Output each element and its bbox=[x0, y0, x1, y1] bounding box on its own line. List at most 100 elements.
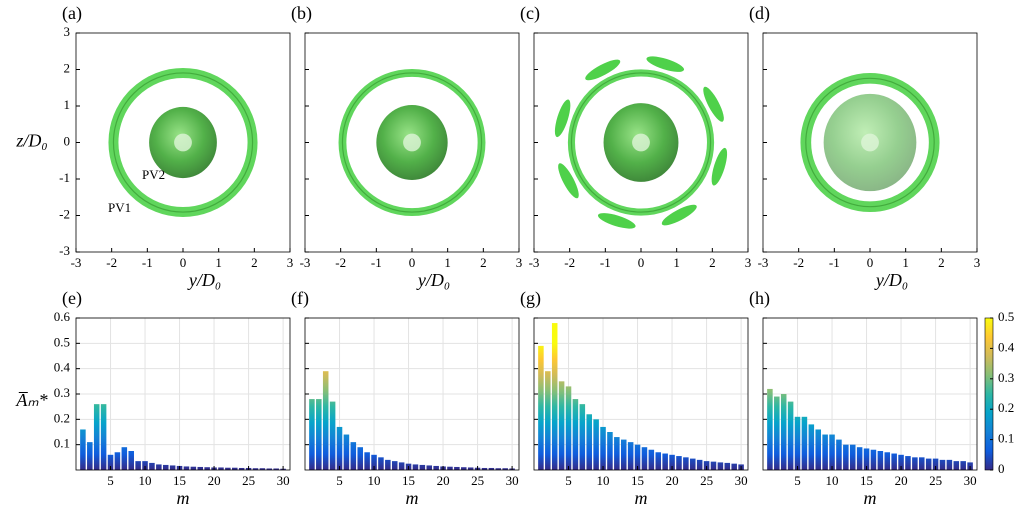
vortex-core bbox=[861, 133, 879, 152]
bar bbox=[683, 457, 689, 470]
bar bbox=[898, 454, 904, 470]
y-tick-label: 0.3 bbox=[54, 385, 70, 400]
bar bbox=[309, 399, 315, 470]
bar bbox=[620, 439, 627, 470]
bar bbox=[447, 466, 453, 470]
y-tick-label: 0.1 bbox=[54, 436, 70, 451]
bar bbox=[273, 468, 279, 470]
bar bbox=[190, 466, 197, 470]
x-tick-label: 30 bbox=[506, 473, 519, 488]
bar bbox=[316, 399, 322, 470]
bar bbox=[863, 448, 870, 470]
x-tick-label: 15 bbox=[631, 473, 644, 488]
bar bbox=[731, 463, 737, 470]
vortex-fragment bbox=[646, 56, 685, 72]
x-tick-label: 15 bbox=[860, 473, 873, 488]
bar bbox=[135, 461, 141, 470]
bar bbox=[696, 459, 703, 470]
bar bbox=[538, 345, 544, 470]
colorbar-tick-label: 0 bbox=[998, 461, 1005, 476]
x-tick-label: 1 bbox=[215, 255, 222, 270]
bar bbox=[925, 458, 932, 470]
bar bbox=[586, 414, 592, 470]
outer-vortex-ring-shade bbox=[805, 77, 935, 208]
vortex-fragment bbox=[558, 163, 579, 199]
x-tick-label: 20 bbox=[437, 473, 450, 488]
bar bbox=[87, 442, 93, 470]
colorbar-tick-label: 0.4 bbox=[998, 339, 1015, 354]
x-tick-label: 5 bbox=[107, 473, 114, 488]
x-tick-label: 10 bbox=[368, 473, 381, 488]
bar bbox=[378, 457, 384, 470]
bar bbox=[412, 464, 419, 470]
bar bbox=[572, 399, 579, 470]
bar bbox=[932, 458, 939, 470]
x-tick-label: 10 bbox=[139, 473, 152, 488]
panel-label: (g) bbox=[520, 288, 541, 309]
x-tick-label: 30 bbox=[735, 473, 748, 488]
x-tick-label: 2 bbox=[938, 255, 945, 270]
x-tick-label: 25 bbox=[471, 473, 484, 488]
bar bbox=[481, 467, 488, 470]
x-tick-label: 10 bbox=[826, 473, 839, 488]
bar bbox=[461, 467, 467, 470]
bar bbox=[225, 467, 231, 470]
annotation: PV2 bbox=[142, 167, 165, 182]
panel-label: (c) bbox=[520, 3, 540, 24]
bar bbox=[808, 424, 815, 470]
bar bbox=[156, 464, 162, 470]
bar bbox=[128, 451, 134, 470]
bar bbox=[391, 461, 398, 470]
bar bbox=[946, 459, 953, 470]
x-tick-label: 0 bbox=[409, 255, 416, 270]
bar bbox=[357, 447, 363, 470]
bar bbox=[815, 429, 821, 470]
colorbar-tick-label: 0.2 bbox=[998, 400, 1014, 415]
y-tick-label: 0.6 bbox=[54, 309, 71, 324]
bar bbox=[454, 466, 460, 470]
colorbar-tick-label: 0.5 bbox=[998, 309, 1014, 324]
bar bbox=[856, 447, 863, 470]
bar bbox=[100, 404, 107, 470]
x-tick-label: 0 bbox=[867, 255, 874, 270]
bar bbox=[891, 453, 897, 470]
colorbar-tick-label: 0.1 bbox=[998, 431, 1014, 446]
x-tick-label: 15 bbox=[173, 473, 186, 488]
bar bbox=[467, 467, 474, 470]
bar bbox=[787, 401, 794, 470]
bar bbox=[252, 468, 259, 470]
y-tick-label: -2 bbox=[59, 206, 70, 221]
bar bbox=[266, 468, 273, 470]
bar bbox=[433, 465, 439, 470]
bar bbox=[877, 451, 884, 470]
outer-vortex-ring-shade bbox=[570, 72, 712, 213]
x-axis-label: y/D₀ bbox=[874, 270, 908, 290]
x-tick-label: 20 bbox=[895, 473, 908, 488]
bar bbox=[419, 464, 426, 470]
x-tick-label: 5 bbox=[336, 473, 343, 488]
x-axis-label: m bbox=[177, 488, 190, 508]
bar bbox=[724, 462, 731, 470]
bar bbox=[398, 462, 405, 470]
x-axis-label: y/D₀ bbox=[416, 270, 450, 290]
x-axis-label: m bbox=[635, 488, 648, 508]
panel-label: (e) bbox=[62, 288, 82, 309]
bar bbox=[912, 457, 918, 470]
panel-label: (d) bbox=[749, 3, 770, 24]
panel-label: (h) bbox=[749, 288, 770, 309]
x-tick-label: 3 bbox=[974, 255, 981, 270]
x-tick-label: 1 bbox=[902, 255, 909, 270]
x-tick-label: -2 bbox=[106, 255, 117, 270]
bar bbox=[488, 467, 495, 470]
bar bbox=[551, 323, 558, 470]
x-tick-label: -2 bbox=[335, 255, 346, 270]
x-tick-label: 0 bbox=[638, 255, 645, 270]
x-tick-label: 20 bbox=[666, 473, 679, 488]
x-axis-label: y/D₀ bbox=[187, 270, 221, 290]
bar bbox=[107, 454, 114, 470]
bar bbox=[343, 434, 350, 470]
bar bbox=[121, 447, 128, 470]
bar bbox=[843, 444, 849, 470]
bar bbox=[669, 454, 675, 470]
